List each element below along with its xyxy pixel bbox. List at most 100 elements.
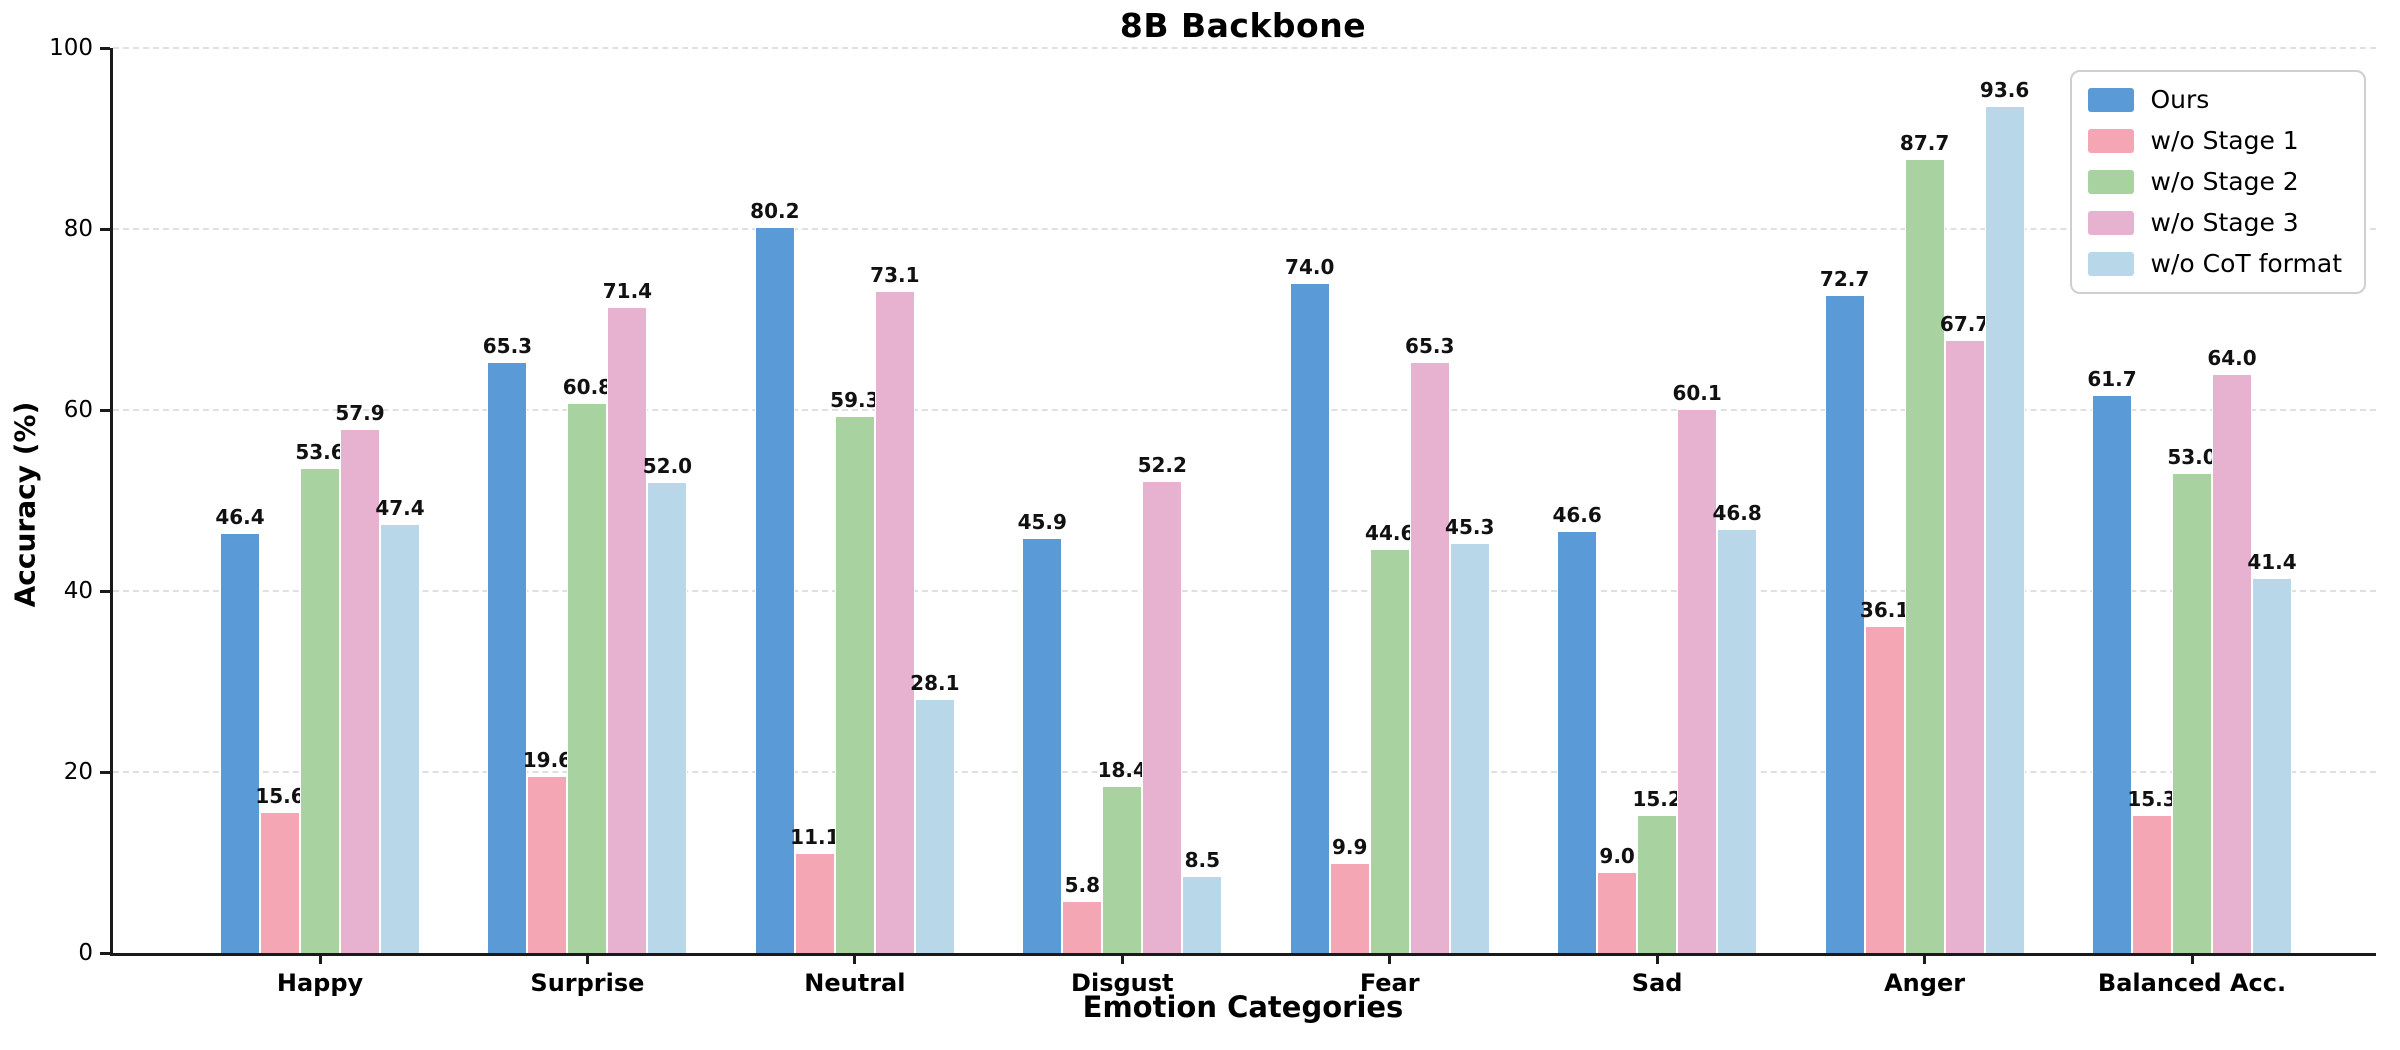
bar-group: 46.6 9.0 15.2 60.1 46.8 (1552, 48, 1762, 953)
y-axis-label: Accuracy (%) (8, 401, 42, 608)
bar-value-label: 45.9 (1017, 509, 1067, 534)
bar: 11.1 (790, 825, 840, 953)
bar-value-label: 45.3 (1445, 515, 1495, 540)
y-tick-mark (100, 227, 110, 231)
bar: 44.6 (1365, 521, 1414, 953)
bar: 59.3 (830, 388, 880, 953)
bar-group: 80.2 11.1 59.3 73.1 28.1 (750, 48, 960, 953)
bar-value-label: 52.0 (642, 454, 693, 479)
legend-label: Ours (2150, 85, 2210, 114)
category-label: Happy (276, 969, 364, 997)
bar-value-label: 65.3 (1405, 334, 1455, 359)
bar: 45.3 (1445, 515, 1494, 953)
bar: 87.7 (1900, 131, 1949, 953)
category-label: Disgust (1071, 969, 1174, 997)
bar-value-label: 52.2 (1137, 452, 1187, 477)
bar-value-label: 59.3 (830, 388, 880, 413)
legend-swatch (2087, 129, 2134, 153)
legend-swatch (2087, 252, 2134, 276)
bar: 46.6 (1552, 503, 1602, 953)
legend-label: w/o Stage 1 (2150, 126, 2299, 155)
bar: 93.6 (1980, 78, 2029, 953)
bar-value-label: 60.8 (562, 374, 613, 399)
bar: 60.8 (563, 375, 612, 953)
bar-group: 65.3 19.6 60.8 71.4 52.0 (483, 48, 692, 953)
bar-value-label: 15.6 (255, 783, 305, 808)
bar-value-label: 64.0 (2207, 345, 2257, 370)
bar-value-label: 57.9 (335, 401, 385, 426)
bar: 67.7 (1940, 312, 1989, 953)
bar: 9.9 (1329, 835, 1370, 953)
bar-value-label: 87.7 (1899, 131, 1950, 156)
bar-group: 46.4 15.6 53.6 57.9 47.4 (215, 48, 425, 953)
y-tick-label: 60 (63, 397, 93, 423)
x-tick-mark (2190, 956, 2194, 964)
bar: 61.7 (2087, 367, 2137, 953)
legend-swatch (2087, 170, 2134, 194)
x-tick-mark (585, 956, 589, 964)
y-tick-label: 40 (63, 578, 93, 604)
bar-value-label: 19.6 (522, 747, 573, 772)
legend-swatch (2087, 88, 2134, 112)
bar: 46.4 (215, 505, 265, 953)
gridline (113, 47, 2376, 49)
bar: 73.1 (870, 263, 920, 953)
bar: 60.1 (1672, 381, 1722, 953)
bar: 80.2 (750, 199, 800, 953)
bar-value-label: 53.6 (295, 439, 345, 464)
bar: 36.1 (1860, 598, 1909, 953)
bar: 52.2 (1138, 453, 1187, 953)
gridline (113, 228, 2376, 230)
gridline (113, 409, 2376, 411)
bar-value-label: 72.7 (1819, 267, 1870, 292)
bar-value-label: 93.6 (1979, 77, 2030, 102)
bar: 65.3 (483, 334, 532, 953)
category-label: Anger (1884, 969, 1966, 997)
y-tick-label: 100 (49, 35, 93, 61)
bar: 18.4 (1098, 758, 1147, 953)
category-label: Fear (1359, 969, 1420, 997)
plot-area: Ours w/o Stage 1 w/o Stage 2 w/o Stage 3 w/o… (49, 35, 2376, 997)
y-tick-label: 80 (63, 216, 93, 242)
y-tick-mark (100, 46, 110, 50)
category-label: Sad (1631, 969, 1683, 997)
bar: 15.2 (1632, 787, 1682, 953)
y-tick-label: 20 (63, 759, 93, 785)
bar-group: 72.7 36.1 87.7 67.7 93.6 (1820, 48, 2029, 953)
x-axis-label: Emotion Categories (1082, 990, 1404, 1024)
bar: 19.6 (523, 748, 572, 953)
bar-value-label: 80.2 (750, 199, 800, 224)
bar-value-label: 8.5 (1184, 848, 1220, 873)
bar: 52.0 (643, 454, 692, 953)
legend: Ours w/o Stage 1 w/o Stage 2 w/o Stage 3 w/o… (2069, 70, 2366, 294)
y-tick-mark (100, 770, 110, 774)
legend-item: w/o Stage 1 (2087, 126, 2343, 155)
bar-value-label: 53.0 (2167, 445, 2217, 470)
bar-value-label: 46.6 (1552, 503, 1602, 528)
bar-value-label: 61.7 (2087, 366, 2137, 391)
bar-value-label: 73.1 (870, 263, 920, 288)
bar-group: 45.9 5.8 18.4 52.2 8.5 (1018, 48, 1223, 953)
chart-title: 8B Backbone (1119, 6, 1367, 45)
bar-group: 74.0 9.9 44.6 65.3 45.3 (1285, 48, 1494, 953)
legend-item: w/o Stage 2 (2087, 167, 2343, 196)
bar-value-label: 15.2 (1632, 787, 1682, 812)
legend-label: w/o Stage 2 (2150, 167, 2299, 196)
bar: 9.0 (1597, 844, 1638, 953)
bar-value-label: 65.3 (482, 334, 533, 359)
x-tick-mark (1388, 956, 1392, 964)
bar: 53.6 (295, 440, 345, 953)
bar: 57.9 (335, 401, 385, 953)
y-tick-mark (100, 408, 110, 412)
y-tick-mark (100, 951, 110, 955)
x-tick-mark (1923, 956, 1927, 964)
bar: 28.1 (910, 671, 960, 953)
x-tick-mark (318, 956, 322, 964)
bar-value-label: 71.4 (602, 278, 653, 303)
x-tick-mark (853, 956, 857, 964)
bar-value-label: 9.0 (1599, 843, 1635, 868)
gridline (113, 771, 2376, 773)
legend-item: w/o Stage 3 (2087, 208, 2343, 237)
legend-label: w/o Stage 3 (2150, 208, 2299, 237)
